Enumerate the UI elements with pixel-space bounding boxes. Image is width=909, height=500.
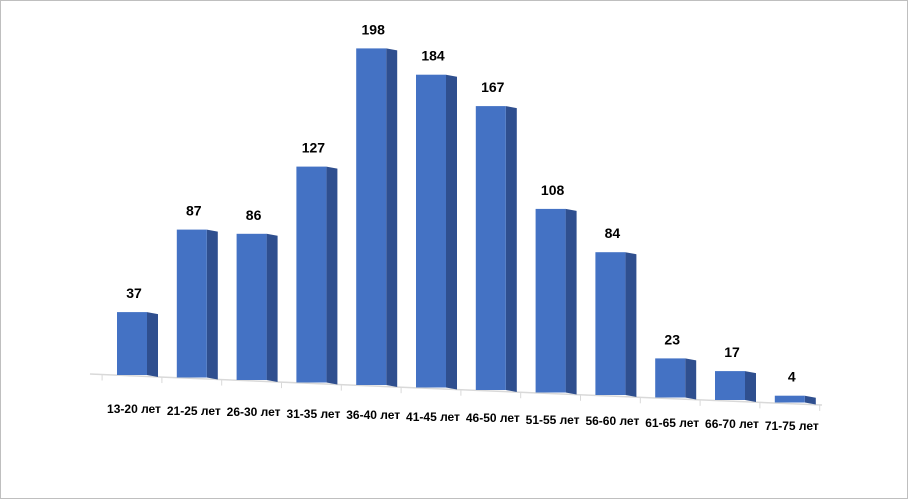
bar bbox=[416, 74, 446, 388]
bar bbox=[117, 312, 147, 375]
x-tick-label: 46-50 лет bbox=[465, 411, 520, 425]
bar-side bbox=[625, 252, 637, 397]
bar bbox=[475, 106, 506, 390]
bar bbox=[356, 48, 387, 386]
bar bbox=[296, 166, 327, 383]
bar-side bbox=[266, 233, 278, 382]
bar-side bbox=[147, 312, 158, 377]
bar-side bbox=[804, 395, 816, 405]
bar-side bbox=[326, 166, 338, 385]
bar bbox=[176, 229, 207, 378]
bar-side bbox=[446, 74, 457, 390]
value-label: 37 bbox=[126, 285, 142, 301]
value-label: 184 bbox=[421, 48, 445, 64]
bar bbox=[774, 395, 805, 403]
value-label: 167 bbox=[481, 79, 505, 95]
value-label: 84 bbox=[605, 225, 621, 241]
x-tick-label: 21-25 лет bbox=[166, 403, 221, 418]
x-tick-label: 31-35 лет bbox=[286, 406, 341, 421]
x-axis bbox=[89, 373, 823, 406]
bar-side bbox=[685, 358, 697, 400]
value-label: 127 bbox=[302, 140, 326, 156]
x-tick-label: 41-45 лет bbox=[406, 409, 460, 424]
value-label: 87 bbox=[186, 203, 202, 219]
x-tick-label: 13-20 лет bbox=[107, 402, 161, 416]
bar-side bbox=[386, 48, 398, 388]
bar bbox=[715, 371, 745, 400]
x-tick-label: 71-75 лет bbox=[764, 418, 819, 433]
bar bbox=[535, 208, 566, 393]
x-tick-label: 36-40 лет bbox=[346, 408, 401, 422]
x-tick-label: 51-55 лет bbox=[525, 412, 580, 427]
x-tick-label: 66-70 лет bbox=[705, 417, 759, 431]
bar bbox=[655, 358, 686, 398]
x-tick-label: 56-60 лет bbox=[585, 414, 640, 428]
value-label: 86 bbox=[246, 207, 262, 223]
x-tick-label: 61-65 лет bbox=[645, 415, 700, 430]
bar-side bbox=[565, 208, 577, 395]
bar-side bbox=[206, 229, 218, 380]
bar-side bbox=[745, 371, 756, 402]
bar-side bbox=[505, 106, 517, 392]
x-tick-label: 26-30 лет bbox=[226, 405, 281, 419]
value-label: 17 bbox=[724, 344, 740, 360]
bar bbox=[595, 252, 626, 395]
value-label: 198 bbox=[362, 21, 386, 37]
bar bbox=[236, 233, 267, 380]
value-label: 4 bbox=[788, 369, 796, 385]
value-label: 23 bbox=[664, 331, 680, 347]
value-label: 108 bbox=[541, 182, 565, 198]
